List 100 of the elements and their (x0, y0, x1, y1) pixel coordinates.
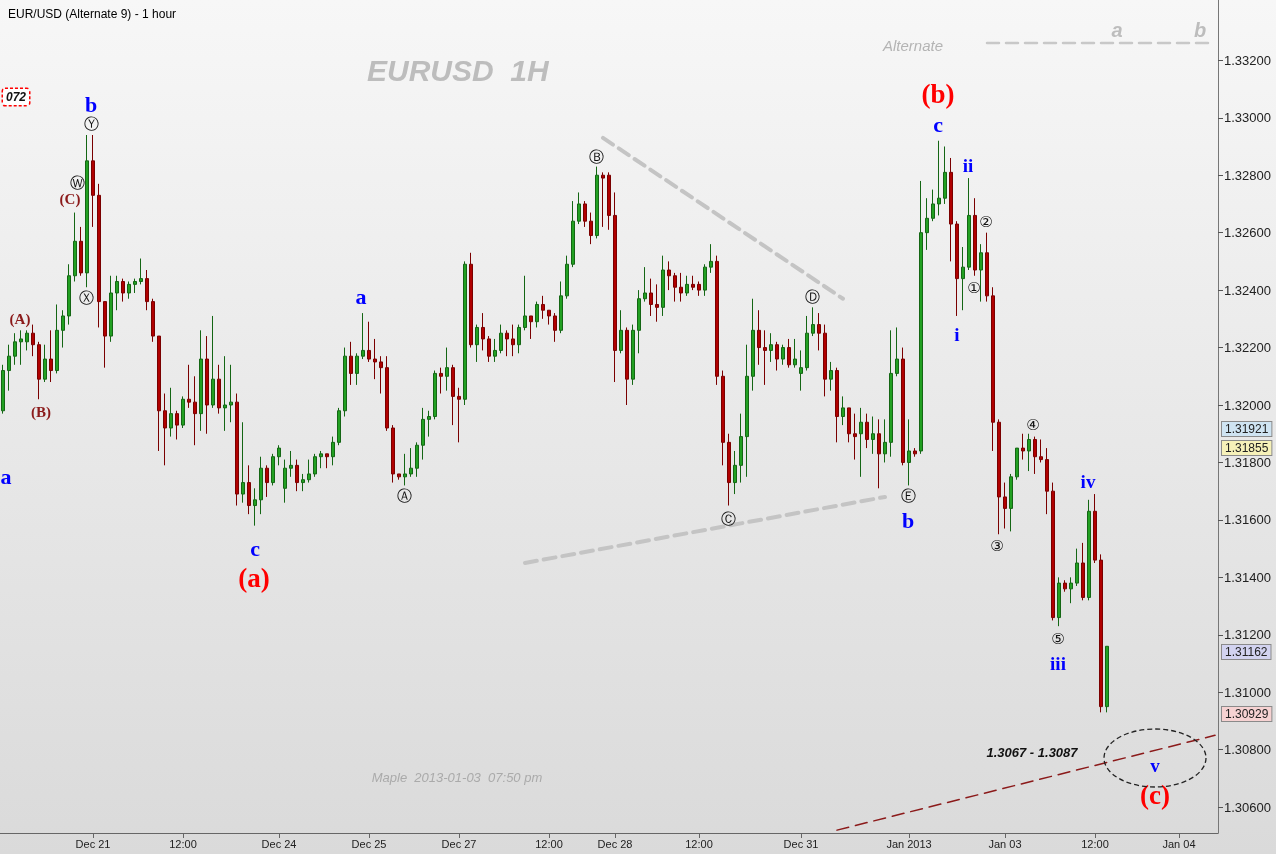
candlestick (211, 315, 215, 409)
candlestick (721, 370, 725, 466)
text: 1.31855 (1225, 441, 1269, 455)
candlestick (703, 263, 707, 297)
candlestick (451, 364, 455, 426)
annotation: Ⓔ (900, 487, 916, 505)
candlestick (205, 335, 209, 435)
candlestick (817, 312, 821, 351)
candlestick (559, 281, 563, 334)
text: EURUSD 1H (367, 53, 551, 87)
candlestick (319, 450, 323, 469)
candlestick (283, 459, 287, 504)
candlestick (1069, 576, 1073, 604)
candlestick (637, 289, 641, 354)
annotation: ④ (1026, 416, 1040, 434)
candlestick (523, 275, 527, 331)
candlestick (217, 364, 221, 415)
candlestick (853, 413, 857, 461)
candlestick (733, 450, 737, 495)
candlestick (265, 464, 269, 498)
candlestick (439, 367, 443, 395)
candlestick (109, 275, 113, 343)
candlestick (757, 309, 761, 366)
y-tick-label: 1.32600 (1224, 225, 1271, 241)
candlestick (577, 191, 581, 225)
candlestick (769, 332, 773, 363)
annotation: 072 (5, 90, 27, 104)
candlestick (163, 393, 167, 466)
candlestick (1075, 548, 1079, 587)
candlestick (91, 134, 95, 228)
annotation: b (84, 91, 98, 117)
annotation: Ⓑ (588, 148, 604, 166)
annotation: iii (1050, 652, 1066, 674)
candlestick (763, 329, 767, 386)
candlestick (421, 407, 425, 461)
annotation: (b) (921, 79, 955, 109)
candlestick (685, 275, 689, 297)
candlestick (1039, 438, 1043, 463)
candlestick (793, 338, 797, 369)
candlestick (1093, 493, 1097, 564)
candlestick (199, 329, 203, 432)
candlestick (1087, 499, 1091, 601)
candlestick (475, 324, 479, 363)
candlestick (571, 200, 575, 268)
candlestick (55, 303, 59, 374)
candlestick (67, 263, 71, 326)
x-tick-label: 12:00 (169, 837, 197, 850)
candlestick (277, 444, 281, 466)
annotation: Ⓒ (720, 510, 736, 528)
annotation: (B) (31, 404, 51, 421)
candlestick (85, 134, 89, 288)
x-tick-label: Jan 2013 (886, 837, 932, 850)
annotation: (a) (238, 563, 270, 593)
candlestick (517, 324, 521, 354)
candlestick (235, 393, 239, 507)
candlestick (895, 326, 899, 377)
candlestick (709, 243, 713, 274)
candlestick (1099, 553, 1103, 713)
candlestick (499, 324, 503, 354)
candlestick (313, 453, 317, 478)
candlestick (121, 278, 125, 303)
candlestick (259, 456, 263, 515)
text: 1.31162 (1225, 645, 1268, 659)
candlestick (295, 459, 299, 492)
annotation: Ⓐ (396, 487, 412, 505)
candlestick (397, 473, 401, 481)
candlestick (13, 332, 17, 366)
y-tick-label: 1.31600 (1224, 512, 1271, 528)
candlestick (583, 200, 587, 228)
candlestick (115, 275, 119, 311)
annotation: (C) (59, 191, 81, 208)
candlestick (457, 387, 461, 443)
candlestick (61, 309, 65, 349)
candlestick (487, 335, 491, 363)
candlestick (133, 278, 137, 294)
candlestick (859, 407, 863, 478)
candlestick (139, 258, 143, 285)
candlestick (31, 324, 35, 357)
candlestick (1033, 436, 1037, 475)
x-tick-label: Dec 27 (441, 837, 477, 850)
candlestick (949, 157, 953, 262)
x-tick-label: 12:00 (535, 837, 563, 850)
candlestick (667, 260, 671, 291)
candlestick (541, 295, 545, 320)
candlestick (181, 395, 185, 429)
candlestick (655, 283, 659, 323)
candlestick (229, 364, 233, 423)
candlestick (937, 140, 941, 216)
candlestick (931, 189, 935, 222)
candlestick (775, 341, 779, 372)
candlestick (919, 180, 923, 455)
candlestick (601, 171, 605, 228)
annotation: Ⓧ (78, 289, 94, 307)
annotation: a (0, 463, 12, 489)
candlestick (493, 338, 497, 363)
candlestick (445, 347, 449, 392)
annotation: c (933, 111, 944, 137)
candlestick (841, 395, 845, 426)
annotation: (A) (9, 311, 31, 328)
text: EUR/USD (Alternate 9) - 1 hour (8, 7, 177, 21)
